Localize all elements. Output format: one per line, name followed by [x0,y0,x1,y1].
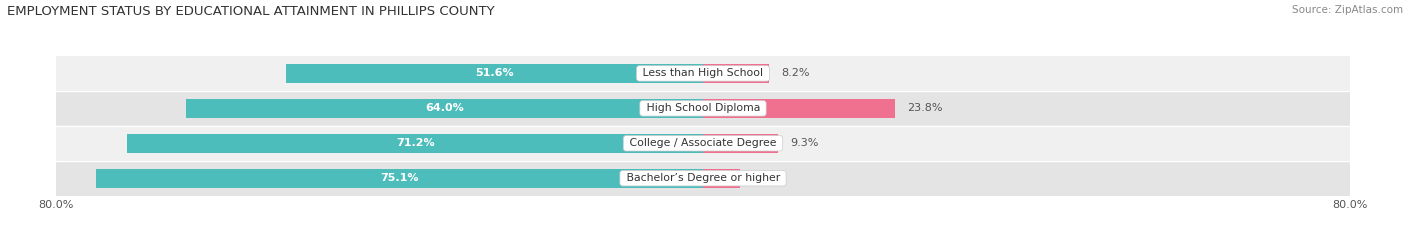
Text: 4.6%: 4.6% [752,173,780,183]
Text: 51.6%: 51.6% [475,69,513,78]
Bar [285,64,703,83]
Text: 9.3%: 9.3% [790,138,818,148]
Text: College / Associate Degree: College / Associate Degree [626,138,780,148]
Bar [96,169,703,188]
Text: High School Diploma: High School Diploma [643,103,763,113]
Text: 71.2%: 71.2% [396,138,434,148]
Text: Bachelor’s Degree or higher: Bachelor’s Degree or higher [623,173,783,183]
Bar [186,99,703,118]
Text: 23.8%: 23.8% [907,103,943,113]
Bar [703,169,740,188]
Text: EMPLOYMENT STATUS BY EDUCATIONAL ATTAINMENT IN PHILLIPS COUNTY: EMPLOYMENT STATUS BY EDUCATIONAL ATTAINM… [7,5,495,18]
Bar [703,99,896,118]
Bar [56,161,1350,196]
Bar [128,134,703,153]
Text: 64.0%: 64.0% [425,103,464,113]
Text: Source: ZipAtlas.com: Source: ZipAtlas.com [1292,5,1403,15]
Text: 8.2%: 8.2% [782,69,810,78]
Bar [703,64,769,83]
Text: Less than High School: Less than High School [640,69,766,78]
Text: 75.1%: 75.1% [380,173,419,183]
Bar [56,126,1350,161]
Bar [703,134,778,153]
Bar [56,91,1350,126]
Bar [56,56,1350,91]
